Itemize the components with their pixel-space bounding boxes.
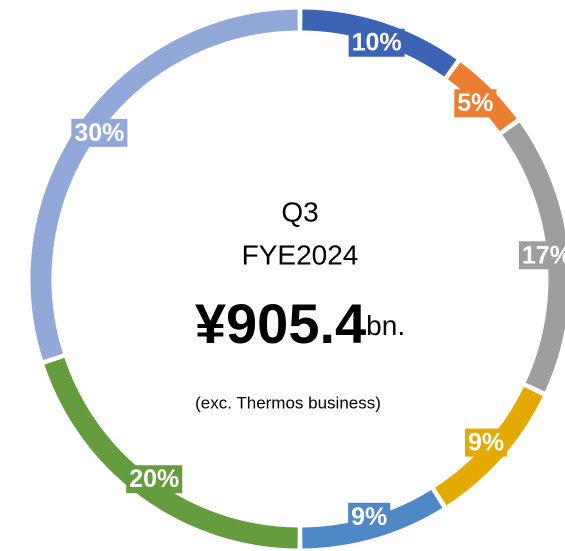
- center-note: (exc. Thermos business): [195, 393, 381, 412]
- center-amount: ¥905.4: [195, 292, 366, 355]
- value-label: 10%: [352, 29, 402, 57]
- label-background: [454, 89, 497, 118]
- label-background: [464, 428, 508, 457]
- value-label: 30%: [74, 119, 124, 147]
- label-background: [518, 241, 565, 270]
- center-amount-line: ¥905.4bn.: [195, 292, 405, 355]
- center-unit: bn.: [366, 310, 405, 341]
- value-label: 20%: [129, 465, 179, 493]
- label-background: [126, 465, 183, 494]
- center-fiscal-year: FYE2024: [242, 239, 359, 270]
- center-period: Q3: [281, 196, 318, 227]
- label-background: [348, 502, 391, 531]
- label-background: [71, 118, 128, 147]
- donut-segment: [44, 357, 298, 549]
- value-label: 9%: [351, 503, 387, 531]
- value-label: 17%: [522, 241, 565, 269]
- value-label: 9%: [468, 429, 504, 457]
- value-label: 5%: [457, 89, 493, 117]
- label-background: [348, 28, 405, 57]
